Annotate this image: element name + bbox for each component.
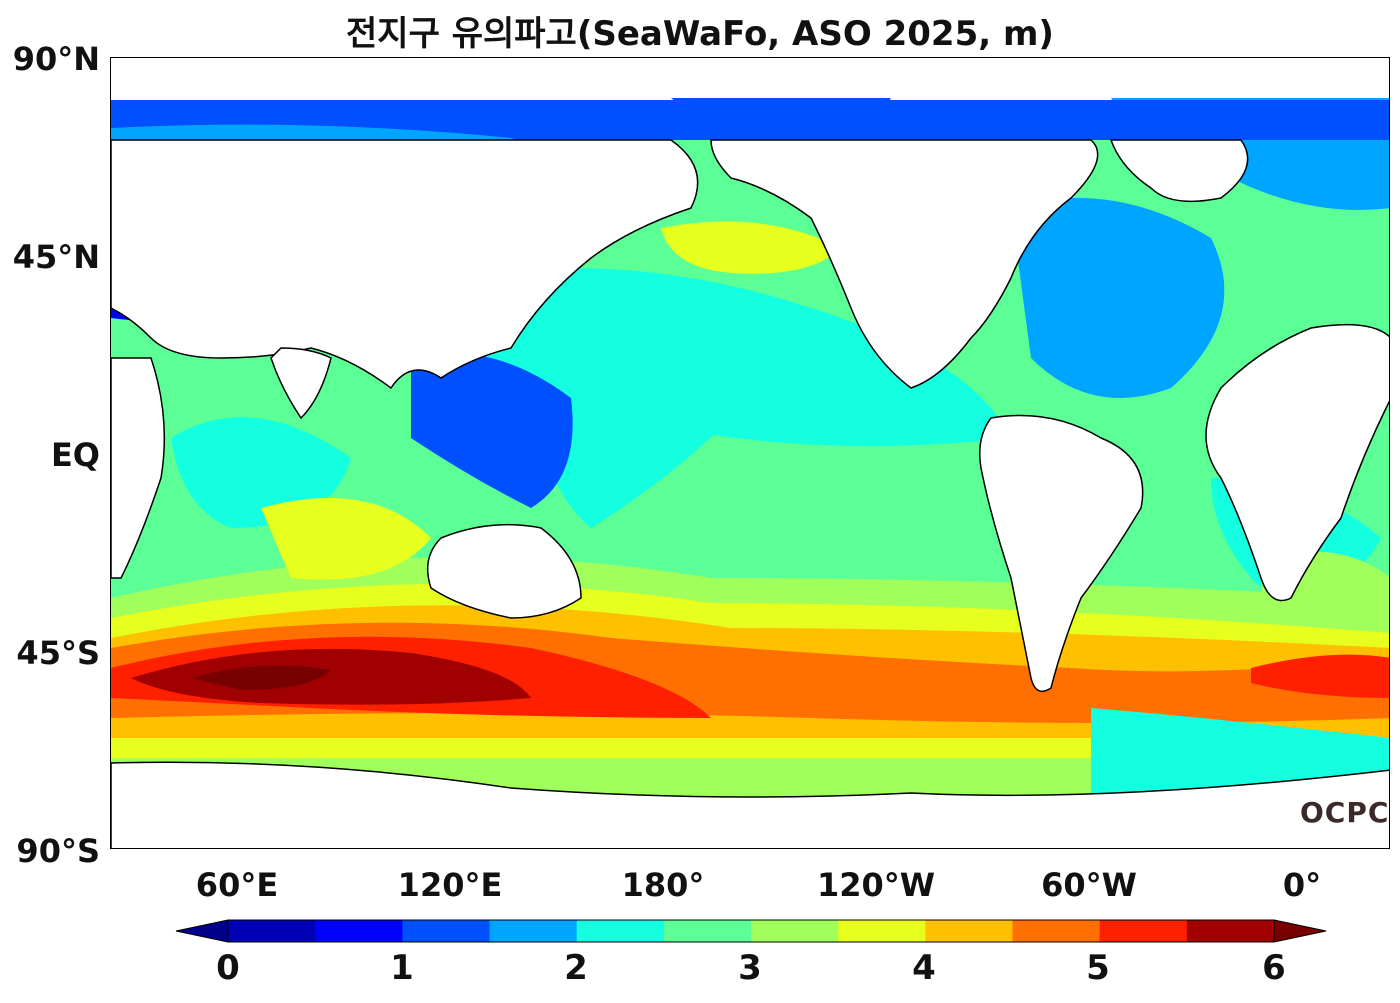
colorbar-tick-4: 4 <box>912 948 936 988</box>
wave-height-map <box>111 98 1389 848</box>
lat-label-90s: 90°S <box>16 832 100 870</box>
colorbar-tick-1: 1 <box>390 948 414 988</box>
colorbar-over-extend <box>1273 919 1327 943</box>
colorbar <box>175 919 1327 943</box>
colorbar-tick-2: 2 <box>564 948 588 988</box>
colorbar-bin-6 <box>751 920 839 942</box>
colorbar-bin-2 <box>402 920 490 942</box>
colorbar-border <box>227 919 1275 943</box>
map-frame <box>110 57 1390 849</box>
lat-label-45n: 45°N <box>12 238 100 276</box>
colorbar-tick-0: 0 <box>216 948 240 988</box>
lat-label-45s: 45°S <box>16 634 100 672</box>
colorbar-bin-4 <box>576 920 665 942</box>
lon-label-120e: 120°E <box>397 866 503 904</box>
colorbar-bin-3 <box>489 920 578 942</box>
lon-label-180: 180° <box>621 866 705 904</box>
colorbar-bin-11 <box>1186 920 1275 942</box>
lon-label-60w: 60°W <box>1041 866 1137 904</box>
colorbar-tick-6: 6 <box>1262 948 1286 988</box>
colorbar-bin-0 <box>228 920 316 942</box>
colorbar-bin-9 <box>1012 920 1101 942</box>
colorbar-under-extend <box>175 919 229 943</box>
colorbar-tick-3: 3 <box>738 948 762 988</box>
colorbar-tick-5: 5 <box>1086 948 1110 988</box>
colorbar-bin-10 <box>1099 920 1188 942</box>
lat-label-eq: EQ <box>50 436 100 474</box>
lon-label-0: 0° <box>1282 866 1322 904</box>
colorbar-bin-5 <box>663 920 752 942</box>
ocpc-logo: OCPC <box>1300 796 1390 829</box>
lat-label-90n: 90°N <box>12 40 100 78</box>
lon-label-60e: 60°E <box>195 866 279 904</box>
lon-label-120w: 120°W <box>816 866 936 904</box>
colorbar-bin-7 <box>838 920 926 942</box>
colorbar-bin-1 <box>315 920 403 942</box>
map-title: 전지구 유의파고(SeaWaFo, ASO 2025, m) <box>346 14 1054 54</box>
colorbar-bin-8 <box>925 920 1013 942</box>
